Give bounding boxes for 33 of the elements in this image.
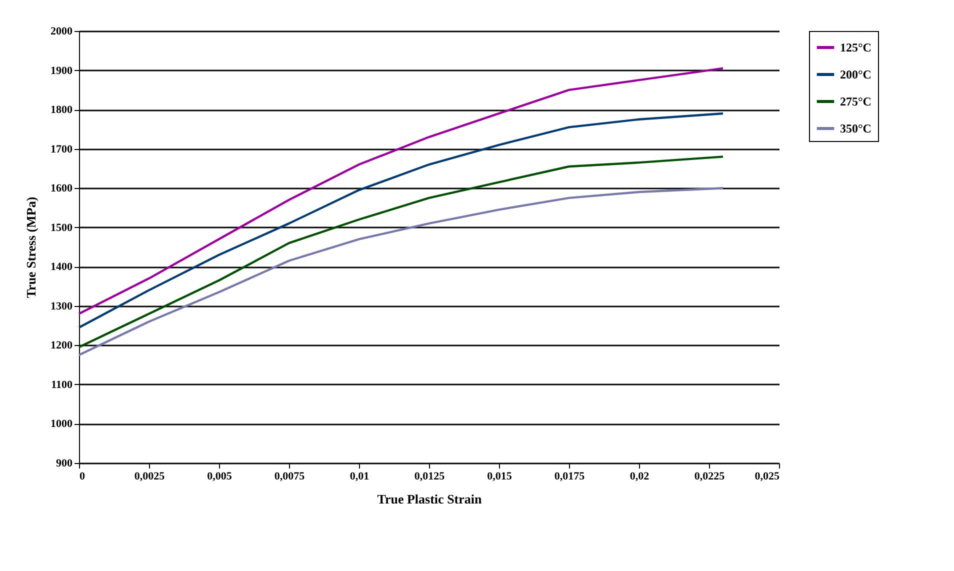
x-tick-label: 0,0175 xyxy=(554,470,586,482)
y-tick-label: 1400 xyxy=(50,261,73,274)
legend-label: 200°C xyxy=(840,68,872,82)
x-tick-label: 0,02 xyxy=(630,470,650,482)
x-tick-label: 0,015 xyxy=(487,470,512,482)
y-tick-label: 1600 xyxy=(50,182,73,195)
y-tick-label: 1100 xyxy=(51,378,73,391)
y-tick-label: 1500 xyxy=(50,222,73,234)
y-tick-label: 1900 xyxy=(50,64,73,77)
legend-label: 125°C xyxy=(840,40,872,54)
y-tick-label: 1200 xyxy=(50,340,73,352)
y-tick-label: 900 xyxy=(56,458,73,470)
x-tick-label: 0 xyxy=(80,470,86,482)
x-axis-title: True Plastic Strain xyxy=(377,492,482,506)
x-tick-label: 0,0075 xyxy=(274,470,306,482)
x-tick-label: 0,005 xyxy=(207,470,232,482)
y-tick-label: 1700 xyxy=(50,143,73,156)
line-series xyxy=(78,156,724,348)
y-tick-label: 1300 xyxy=(50,300,73,312)
x-tick-label: 0,025 xyxy=(754,470,780,482)
y-tick-label: 2000 xyxy=(50,26,73,38)
legend-label: 275°C xyxy=(840,94,872,108)
line-series xyxy=(78,186,724,356)
y-tick-label: 1000 xyxy=(50,418,73,430)
legend-label: 350°C xyxy=(840,122,872,136)
line-series xyxy=(78,112,724,329)
x-tick-label: 0,0125 xyxy=(414,470,446,482)
y-axis-title: True Stress (MPa) xyxy=(24,196,38,298)
x-tick-label: 0,01 xyxy=(350,470,370,482)
y-tick-label: 1800 xyxy=(50,104,73,116)
x-tick-label: 0,0225 xyxy=(694,470,726,482)
x-tick-label: 0,0025 xyxy=(134,470,166,482)
line-series xyxy=(78,67,724,315)
